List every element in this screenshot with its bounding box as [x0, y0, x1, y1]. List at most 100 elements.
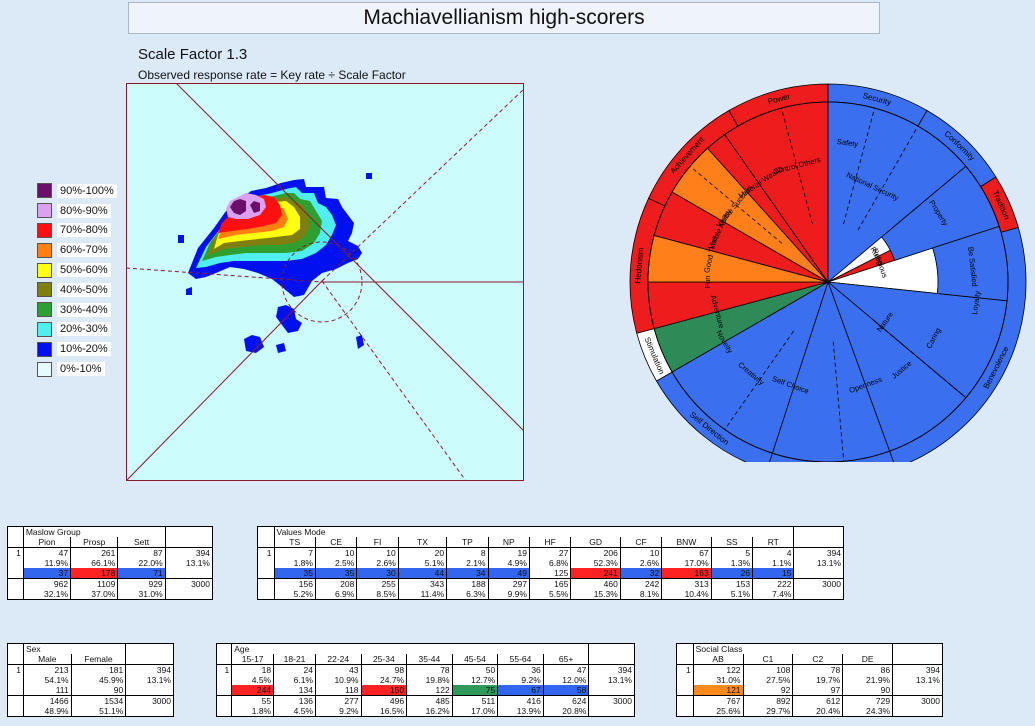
table-cell — [215, 675, 233, 685]
values-mode-table: Values Mode TS CE FI TX TP NP HF GD CF BNW SS RT 1 7 10… — [257, 526, 844, 600]
table-cell: 35 — [314, 568, 358, 579]
table-cell — [215, 685, 233, 696]
table-cell — [892, 643, 943, 654]
table-cell: 2.5% — [314, 558, 358, 568]
table-cell: 6.1% — [273, 675, 316, 685]
table-cell: 1.8% — [231, 706, 275, 717]
table-cell: 50 — [451, 664, 499, 675]
table-cell — [257, 526, 275, 537]
table-row: 54.1% 45.9% 13.1% — [7, 675, 174, 685]
table-cell: 67 — [661, 547, 712, 558]
table-cell: 188 — [446, 578, 489, 589]
table-cell — [676, 695, 694, 706]
table-cell: 24 — [273, 664, 316, 675]
table-cell: 1 — [7, 547, 24, 558]
table-cell: 394 — [892, 664, 943, 675]
table-cell: 31.0% — [692, 675, 744, 685]
dashed-diagonal — [321, 280, 467, 481]
table-cell: 8.5% — [356, 589, 399, 600]
table-cell: 121 — [692, 685, 744, 696]
table-cell: 20.8% — [542, 706, 590, 717]
table-row: 1466 1534 3000 — [7, 695, 174, 706]
table-cell: 20 — [397, 547, 448, 558]
table-cell: 19 — [487, 547, 530, 558]
column-header: 25-34 — [360, 654, 408, 665]
table-cell: 34 — [446, 568, 489, 579]
table-cell: 24.3% — [842, 706, 894, 717]
table-row: 5.2% 6.9% 8.5% 11.4% 6.3% 9.9% 5.5% 15.3% 8.1% 10… — [257, 589, 844, 600]
table-row: AB C1 C2 DE — [676, 654, 943, 665]
table-cell: 51.1% — [70, 706, 127, 717]
legend-label: 40%-50% — [57, 282, 111, 297]
table-cell: 98 — [360, 664, 408, 675]
table-cell: 892 — [742, 695, 794, 706]
table-cell: 394 — [164, 547, 214, 558]
legend-label: 10%-20% — [57, 342, 111, 357]
column-header: AB — [692, 654, 744, 665]
table-cell — [676, 654, 694, 665]
table-cell: 27.5% — [742, 675, 794, 685]
table-cell: 150 — [360, 685, 408, 696]
legend-item: 40%-50% — [37, 280, 117, 300]
table-row: 1 213 181 394 — [7, 664, 174, 675]
table-cell: 163 — [661, 568, 712, 579]
table-cell: 1.1% — [752, 558, 795, 568]
table-cell: 47 — [22, 547, 72, 558]
table-cell — [7, 578, 24, 589]
column-header: SS — [710, 537, 754, 548]
column-header: HF — [528, 537, 572, 548]
legend-item: 20%-30% — [37, 320, 117, 340]
table-row: 15-17 18-21 22-24 25-34 35-44 45-54 55-64 65+ — [215, 654, 635, 665]
table-row: 111 90 — [7, 685, 174, 696]
table-cell — [7, 589, 24, 600]
formula-label: Observed response rate = Key rate ÷ Scal… — [138, 68, 406, 82]
table-cell: 156 — [273, 578, 316, 589]
table-cell: 32 — [619, 568, 663, 579]
table-row: Male Female — [7, 654, 174, 665]
column-header: Female — [70, 654, 127, 665]
table-cell — [257, 589, 275, 600]
sex-table: Sex Male Female 1 213 181 394 54.1% 45.9% 13.1% 11… — [7, 643, 174, 717]
column-header: C1 — [742, 654, 794, 665]
table-cell: 78 — [792, 664, 844, 675]
table-row: Age — [215, 643, 635, 654]
table-cell: 66.1% — [70, 558, 119, 568]
table-row: 244 134 118 150 122 75 67 58 — [215, 685, 635, 696]
table-cell — [7, 706, 24, 717]
table-cell: 929 — [117, 578, 166, 589]
table-row: 121 92 97 90 — [676, 685, 943, 696]
table-cell: 9.2% — [314, 706, 362, 717]
table-cell: 16.5% — [360, 706, 408, 717]
legend-item: 0%-10% — [37, 359, 117, 379]
table-cell — [257, 578, 275, 589]
table-row: 1.8% 2.5% 2.6% 5.1% 2.1% 4.9% 6.8% 52.3% 2.6% 17.… — [257, 558, 844, 568]
table-cell: 24.7% — [360, 675, 408, 685]
legend-swatch — [37, 341, 52, 357]
column-header: 45-54 — [451, 654, 499, 665]
table-cell: 19.8% — [406, 675, 453, 685]
table-cell — [164, 589, 214, 600]
table-cell — [7, 695, 24, 706]
table-cell: 6.3% — [446, 589, 489, 600]
middle-label: Safety — [836, 137, 859, 149]
table-cell: 25.6% — [692, 706, 744, 717]
table-cell: 18 — [231, 664, 275, 675]
table-cell: 4.5% — [231, 675, 275, 685]
column-header: NP — [487, 537, 530, 548]
table-cell: 13.1% — [892, 675, 943, 685]
table-cell: 32.1% — [22, 589, 72, 600]
column-header: Pion — [22, 537, 72, 548]
table-cell — [676, 675, 694, 685]
table-cell: 2.1% — [446, 558, 489, 568]
table-row: 767 892 612 729 3000 — [676, 695, 943, 706]
table-cell: 13.1% — [793, 558, 844, 568]
table-row: 37 178 71 — [7, 568, 214, 579]
table-cell: 5.2% — [273, 589, 316, 600]
table-cell — [125, 706, 174, 717]
legend-swatch — [37, 222, 52, 238]
table-row: 31.0% 27.5% 19.7% 21.9% 13.1% — [676, 675, 943, 685]
table-cell: 17.0% — [451, 706, 499, 717]
table-cell: 111 — [22, 685, 72, 696]
legend-label: 70%-80% — [57, 223, 111, 238]
table-cell: 87 — [117, 547, 166, 558]
